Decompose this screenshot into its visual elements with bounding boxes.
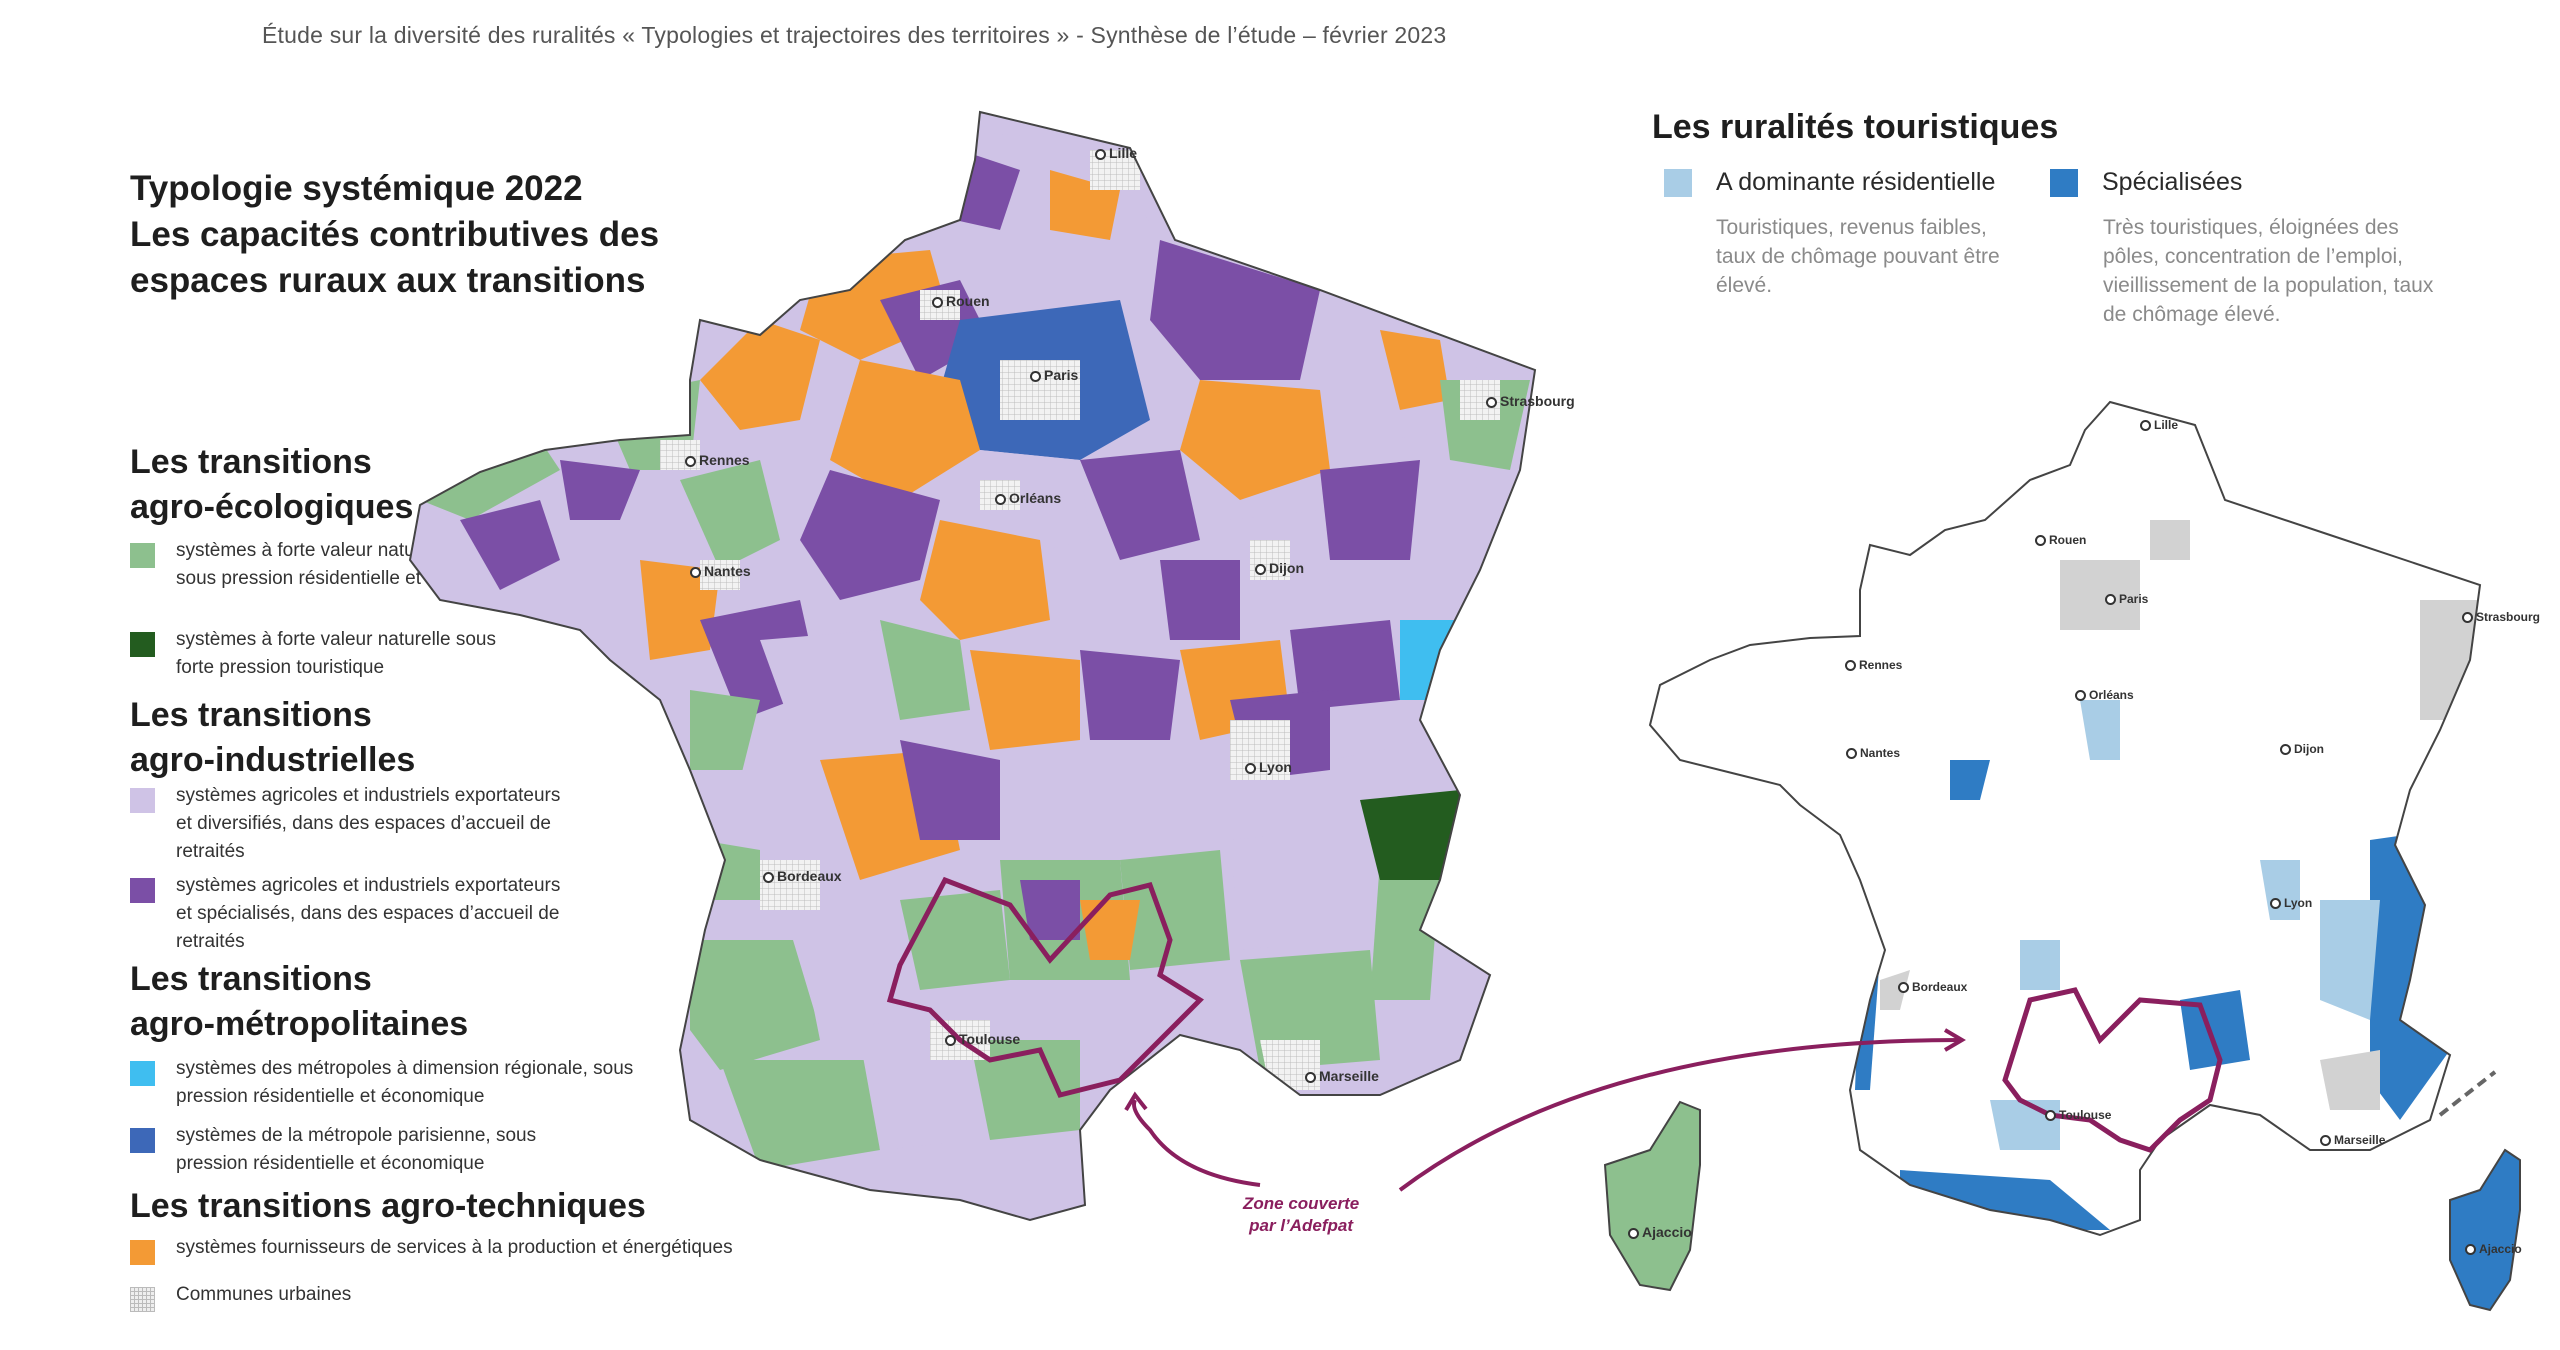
city-lille-left: Lille — [1095, 145, 1137, 161]
legend-label: systèmes agricoles et industriels export… — [176, 785, 561, 862]
city-paris-right: Paris — [2105, 592, 2148, 606]
city-nantes-left: Nantes — [690, 563, 751, 579]
city-strasbourg-left: Strasbourg — [1486, 393, 1575, 409]
city-lyon-left: Lyon — [1245, 759, 1292, 775]
arrow-head-left — [1124, 1091, 1148, 1112]
swatch-orange — [130, 1240, 155, 1265]
city-rouen-right: Rouen — [2035, 533, 2086, 547]
legend-label: Spécialisées — [2102, 168, 2243, 196]
legend-residentielle: A dominante résidentielle — [1664, 168, 1995, 197]
city-rennes-left: Rennes — [685, 452, 750, 468]
city-ajaccio-right: Ajaccio — [2465, 1242, 2522, 1256]
section-line: Les transitions — [130, 960, 372, 998]
section-agro-metropolitaines: Les transitions agro-métropolitaines — [130, 957, 468, 1047]
city-lyon-right: Lyon — [2270, 896, 2312, 910]
section-agro-industrielles: Les transitions agro-industrielles — [130, 693, 415, 783]
city-toulouse-left: Toulouse — [945, 1031, 1020, 1047]
arrow-head-right — [1943, 1028, 1966, 1052]
swatch-urban — [130, 1287, 155, 1312]
city-bordeaux-left: Bordeaux — [763, 868, 842, 884]
legend-label: systèmes à forte valeur naturelle sous f… — [176, 629, 496, 678]
city-dijon-left: Dijon — [1255, 560, 1304, 576]
callout-arrow-right — [1398, 1038, 1961, 1192]
city-strasbourg-right: Strasbourg — [2462, 610, 2540, 624]
legend-item-orange: systèmes fournisseurs de services à la p… — [130, 1234, 876, 1265]
section-agro-techniques: Les transitions agro-techniques — [130, 1184, 646, 1229]
city-nantes-right: Nantes — [1846, 746, 1900, 760]
city-paris-left: Paris — [1030, 367, 1078, 383]
swatch-green — [130, 543, 155, 568]
city-orleans-left: Orléans — [995, 490, 1061, 506]
title-line-3: espaces ruraux aux transitions — [130, 261, 646, 300]
legend-item-dark-green: systèmes à forte valeur naturelle sous f… — [130, 626, 506, 682]
city-rouen-left: Rouen — [932, 293, 990, 309]
legend-desc-residentielle: Touristiques, revenus faibles, taux de c… — [1716, 216, 2000, 297]
title-line-2: Les capacités contributives des — [130, 215, 660, 254]
city-ajaccio-left: Ajaccio — [1628, 1224, 1692, 1240]
legend-item-lilac: systèmes agricoles et industriels export… — [130, 782, 576, 866]
title-line-1: Typologie systémique 2022 — [130, 169, 583, 208]
section-line: Les transitions agro-techniques — [130, 1187, 646, 1225]
city-toulouse-right: Toulouse — [2045, 1108, 2111, 1122]
section-agro-ecologiques: Les transitions agro-écologiques — [130, 440, 413, 530]
legend-item-light-blue: systèmes des métropoles à dimension régi… — [130, 1055, 636, 1111]
swatch-dark-green — [130, 632, 155, 657]
city-lille-right: Lille — [2140, 418, 2178, 432]
legend-item-urban: Communes urbaines — [130, 1281, 876, 1312]
section-line: agro-métropolitaines — [130, 1005, 469, 1043]
callout-line: Zone couverte — [1243, 1194, 1360, 1213]
legend-item-blue: systèmes de la métropole parisienne, sou… — [130, 1122, 596, 1178]
swatch-specialisees — [2050, 168, 2078, 197]
document-header: Étude sur la diversité des ruralités « T… — [262, 22, 1447, 48]
legend-label: A dominante résidentielle — [1716, 168, 1996, 196]
city-dijon-right: Dijon — [2280, 742, 2324, 756]
swatch-lilac — [130, 788, 155, 813]
swatch-light-blue — [130, 1061, 155, 1086]
city-marseille-right: Marseille — [2320, 1133, 2385, 1147]
section-line: agro-écologiques — [130, 488, 414, 526]
swatch-blue — [130, 1128, 155, 1153]
legend-label: Communes urbaines — [176, 1284, 352, 1305]
city-bordeaux-right: Bordeaux — [1898, 980, 1967, 994]
corsica-separator — [2438, 1070, 2497, 1117]
legend-label: systèmes agricoles et industriels export… — [176, 875, 561, 952]
legend-label: systèmes de la métropole parisienne, sou… — [176, 1125, 537, 1174]
france-outline-left — [408, 110, 1537, 1222]
legend-item-purple: systèmes agricoles et industriels export… — [130, 872, 576, 956]
right-map-title: Les ruralités touristiques — [1652, 108, 2059, 146]
section-line: Les transitions — [130, 443, 372, 481]
callout-line: par l’Adefpat — [1249, 1216, 1354, 1235]
city-orleans-right: Orléans — [2075, 688, 2134, 702]
france-outline-right — [1648, 400, 2482, 1237]
left-map-title: Typologie systémique 2022 Les capacités … — [130, 166, 659, 304]
swatch-purple — [130, 878, 155, 903]
section-line: Les transitions — [130, 696, 372, 734]
callout-arrow-left — [1132, 1099, 1261, 1187]
city-rennes-right: Rennes — [1845, 658, 1902, 672]
section-line: agro-industrielles — [130, 741, 416, 779]
corsica-right — [2449, 1148, 2521, 1312]
swatch-residentielle — [1664, 168, 1692, 197]
corsica-left — [1603, 1100, 1701, 1292]
legend-specialisees: Spécialisées — [2050, 168, 2242, 197]
city-marseille-left: Marseille — [1305, 1068, 1379, 1084]
adefpat-callout: Zone couverte par l’Adefpat — [1243, 1193, 1359, 1237]
legend-label: systèmes fournisseurs de services à la p… — [176, 1237, 733, 1258]
legend-desc-specialisees: Très touristiques, éloignées des pôles, … — [2103, 216, 2434, 326]
legend-label: systèmes des métropoles à dimension régi… — [176, 1058, 634, 1107]
